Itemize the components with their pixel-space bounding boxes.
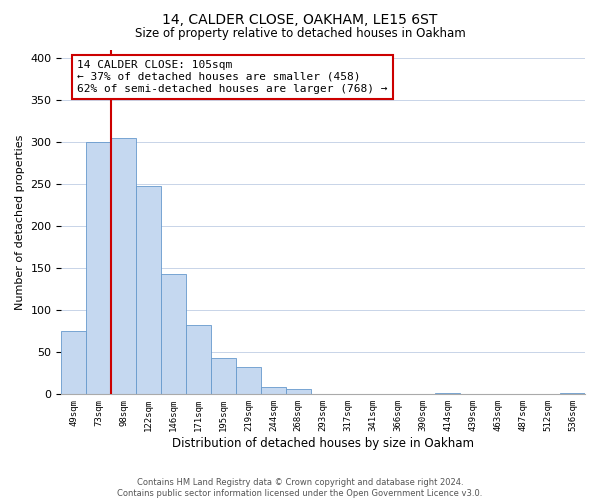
Bar: [186, 324, 211, 394]
Bar: [61, 332, 86, 394]
Bar: [236, 368, 261, 394]
Text: 14 CALDER CLOSE: 105sqm
← 37% of detached houses are smaller (458)
62% of semi-d: 14 CALDER CLOSE: 105sqm ← 37% of detache…: [77, 60, 388, 94]
Bar: [211, 358, 236, 395]
Bar: [261, 387, 286, 394]
Bar: [86, 142, 111, 394]
Text: Size of property relative to detached houses in Oakham: Size of property relative to detached ho…: [134, 28, 466, 40]
Bar: [436, 392, 460, 394]
Text: Contains HM Land Registry data © Crown copyright and database right 2024.
Contai: Contains HM Land Registry data © Crown c…: [118, 478, 482, 498]
Y-axis label: Number of detached properties: Number of detached properties: [15, 134, 25, 310]
X-axis label: Distribution of detached houses by size in Oakham: Distribution of detached houses by size …: [172, 437, 474, 450]
Bar: [560, 392, 585, 394]
Text: 14, CALDER CLOSE, OAKHAM, LE15 6ST: 14, CALDER CLOSE, OAKHAM, LE15 6ST: [163, 12, 437, 26]
Bar: [111, 138, 136, 394]
Bar: [136, 186, 161, 394]
Bar: [161, 274, 186, 394]
Bar: [286, 390, 311, 394]
